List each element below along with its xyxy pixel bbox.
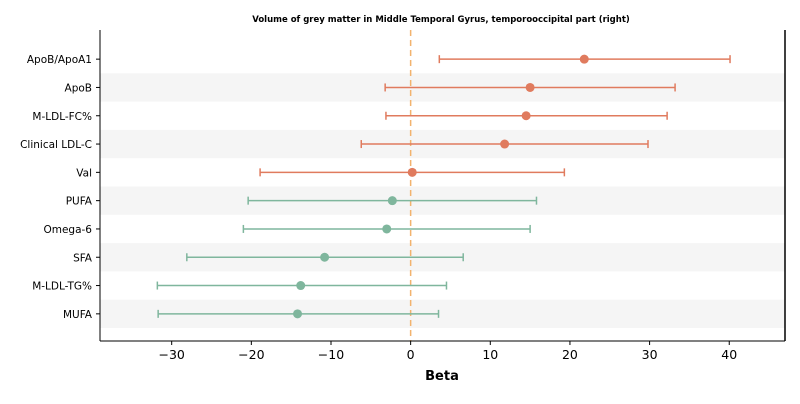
chart-title: Volume of grey matter in Middle Temporal…	[252, 15, 630, 25]
point-estimate	[579, 54, 589, 64]
y-tick-label: Val	[76, 167, 92, 179]
point-estimate	[293, 309, 303, 319]
point-estimate	[320, 252, 330, 262]
x-axis-label: Beta	[425, 369, 459, 384]
y-tick-label: Clinical LDL-C	[20, 139, 92, 151]
point-estimate	[500, 139, 510, 149]
point-estimates	[293, 54, 589, 319]
x-tick-label: 30	[642, 347, 658, 362]
y-tick-label: M-LDL-TG%	[32, 281, 92, 293]
x-tick-label: 20	[562, 347, 578, 362]
y-tick-label: PUFA	[66, 196, 93, 208]
point-estimate	[387, 196, 397, 206]
point-estimate	[525, 82, 535, 92]
x-axis-ticks: −30 −20 −10 0 10 20 30 40	[158, 341, 737, 362]
y-tick-label: Omega-6	[43, 224, 92, 236]
axes	[99, 30, 786, 342]
x-tick-label: −20	[238, 347, 264, 362]
y-tick-label: ApoB	[65, 82, 92, 94]
y-axis-ticks: ApoB/ApoA1 ApoB M-LDL-FC% Clinical LDL-C Val…	[20, 54, 100, 321]
point-estimate	[296, 281, 306, 291]
x-tick-label: 40	[721, 347, 737, 362]
x-tick-label: 0	[407, 347, 415, 362]
x-tick-label: 10	[482, 347, 498, 362]
y-tick-label: SFA	[73, 252, 93, 264]
point-estimate	[407, 167, 417, 177]
point-estimate	[521, 111, 531, 121]
point-estimate	[382, 224, 392, 234]
y-tick-label: ApoB/ApoA1	[27, 54, 92, 66]
y-tick-label: M-LDL-FC%	[32, 111, 92, 123]
x-tick-label: −30	[158, 347, 184, 362]
x-tick-label: −10	[318, 347, 344, 362]
y-tick-label: MUFA	[63, 309, 93, 321]
